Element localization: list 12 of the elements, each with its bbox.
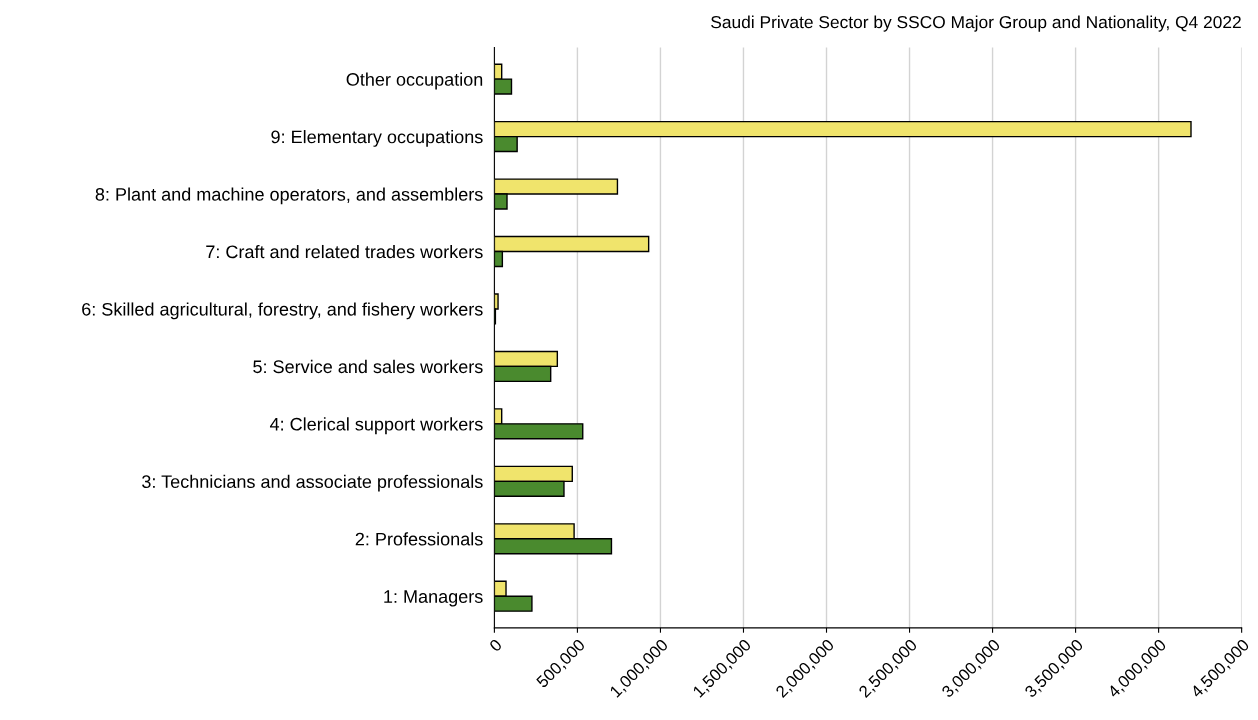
y-tick-label: 1: Managers xyxy=(384,590,483,607)
y-tick-label: 3: Technicians and associate professionals xyxy=(142,474,483,492)
y-tick-label: 6: Skilled agricultural, forestry, and fishery workers xyxy=(82,302,483,320)
chart-title: Saudi Private Sector by SSCO Major Group and Nationality, Q4 2022 xyxy=(711,15,1241,32)
x-tick-label: 0 xyxy=(488,638,503,653)
y-tick-label: Other occupation xyxy=(346,72,483,90)
y-tick-label: 7: Craft and related trades workers xyxy=(206,244,483,259)
y-tick-label: 4: Clerical support workers xyxy=(269,417,483,435)
y-tick-label: 5: Service and sales workers xyxy=(253,359,483,374)
y-tick-label: 9: Elementary occupations xyxy=(271,130,483,147)
y-tick-label: 8: Plant and machine operators, and assemblers xyxy=(95,187,483,205)
y-tick-label: 2: Professionals xyxy=(355,532,483,546)
